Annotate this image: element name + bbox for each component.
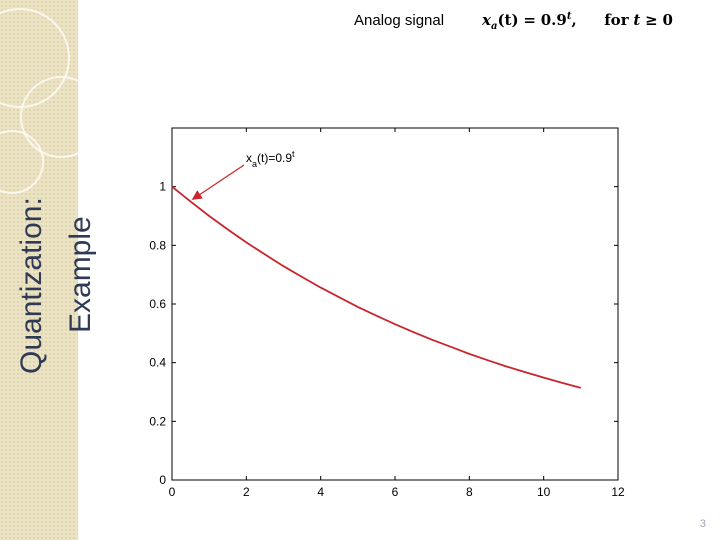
formula-condition-op: ≥ — [645, 11, 658, 29]
y-tick-label: 0.6 — [149, 297, 166, 311]
page-number: 3 — [699, 518, 706, 530]
formula-exponent: t — [566, 11, 572, 22]
x-tick-label: 4 — [317, 485, 324, 499]
x-tick-label: 12 — [611, 485, 625, 499]
formula-lhs-arg: (t) — [497, 11, 519, 29]
y-tick-label: 0.4 — [149, 356, 166, 370]
formula-comma: , — [571, 11, 577, 29]
formula-condition-var: t — [633, 11, 641, 29]
y-tick-label: 0.8 — [149, 238, 166, 252]
formula-condition-value: 0 — [662, 11, 673, 29]
y-tick-label: 1 — [159, 180, 166, 194]
annotation-label: xa(t)=0.9t — [246, 149, 295, 169]
formula-equals: = — [523, 11, 536, 29]
formula-lhs-sub: a — [490, 21, 498, 32]
sidebar-decoration — [0, 0, 78, 540]
x-tick-label: 0 — [169, 485, 176, 499]
formula-lhs-var: x — [482, 11, 491, 29]
plot-frame — [171, 127, 619, 481]
x-tick-label: 6 — [392, 485, 399, 499]
formula-base: 0.9 — [540, 11, 567, 29]
annotation-arrow — [191, 164, 245, 200]
series-line — [171, 185, 582, 389]
formula-condition-word: for — [604, 11, 629, 29]
header-label: Analog signal — [354, 12, 445, 29]
x-tick-label: 2 — [243, 485, 250, 499]
slide-title-line2: Example — [64, 216, 97, 333]
y-tick-label: 0.2 — [149, 414, 166, 428]
slide-title-line1: Quantization: — [15, 197, 48, 374]
formula: xa(t) = 0.9t, for t ≥ 0 — [482, 11, 673, 32]
x-tick-label: 10 — [537, 485, 551, 499]
slide-title: Quantization: Example — [0, 0, 100, 390]
x-tick-label: 8 — [466, 485, 473, 499]
y-tick-label: 0 — [159, 473, 166, 487]
